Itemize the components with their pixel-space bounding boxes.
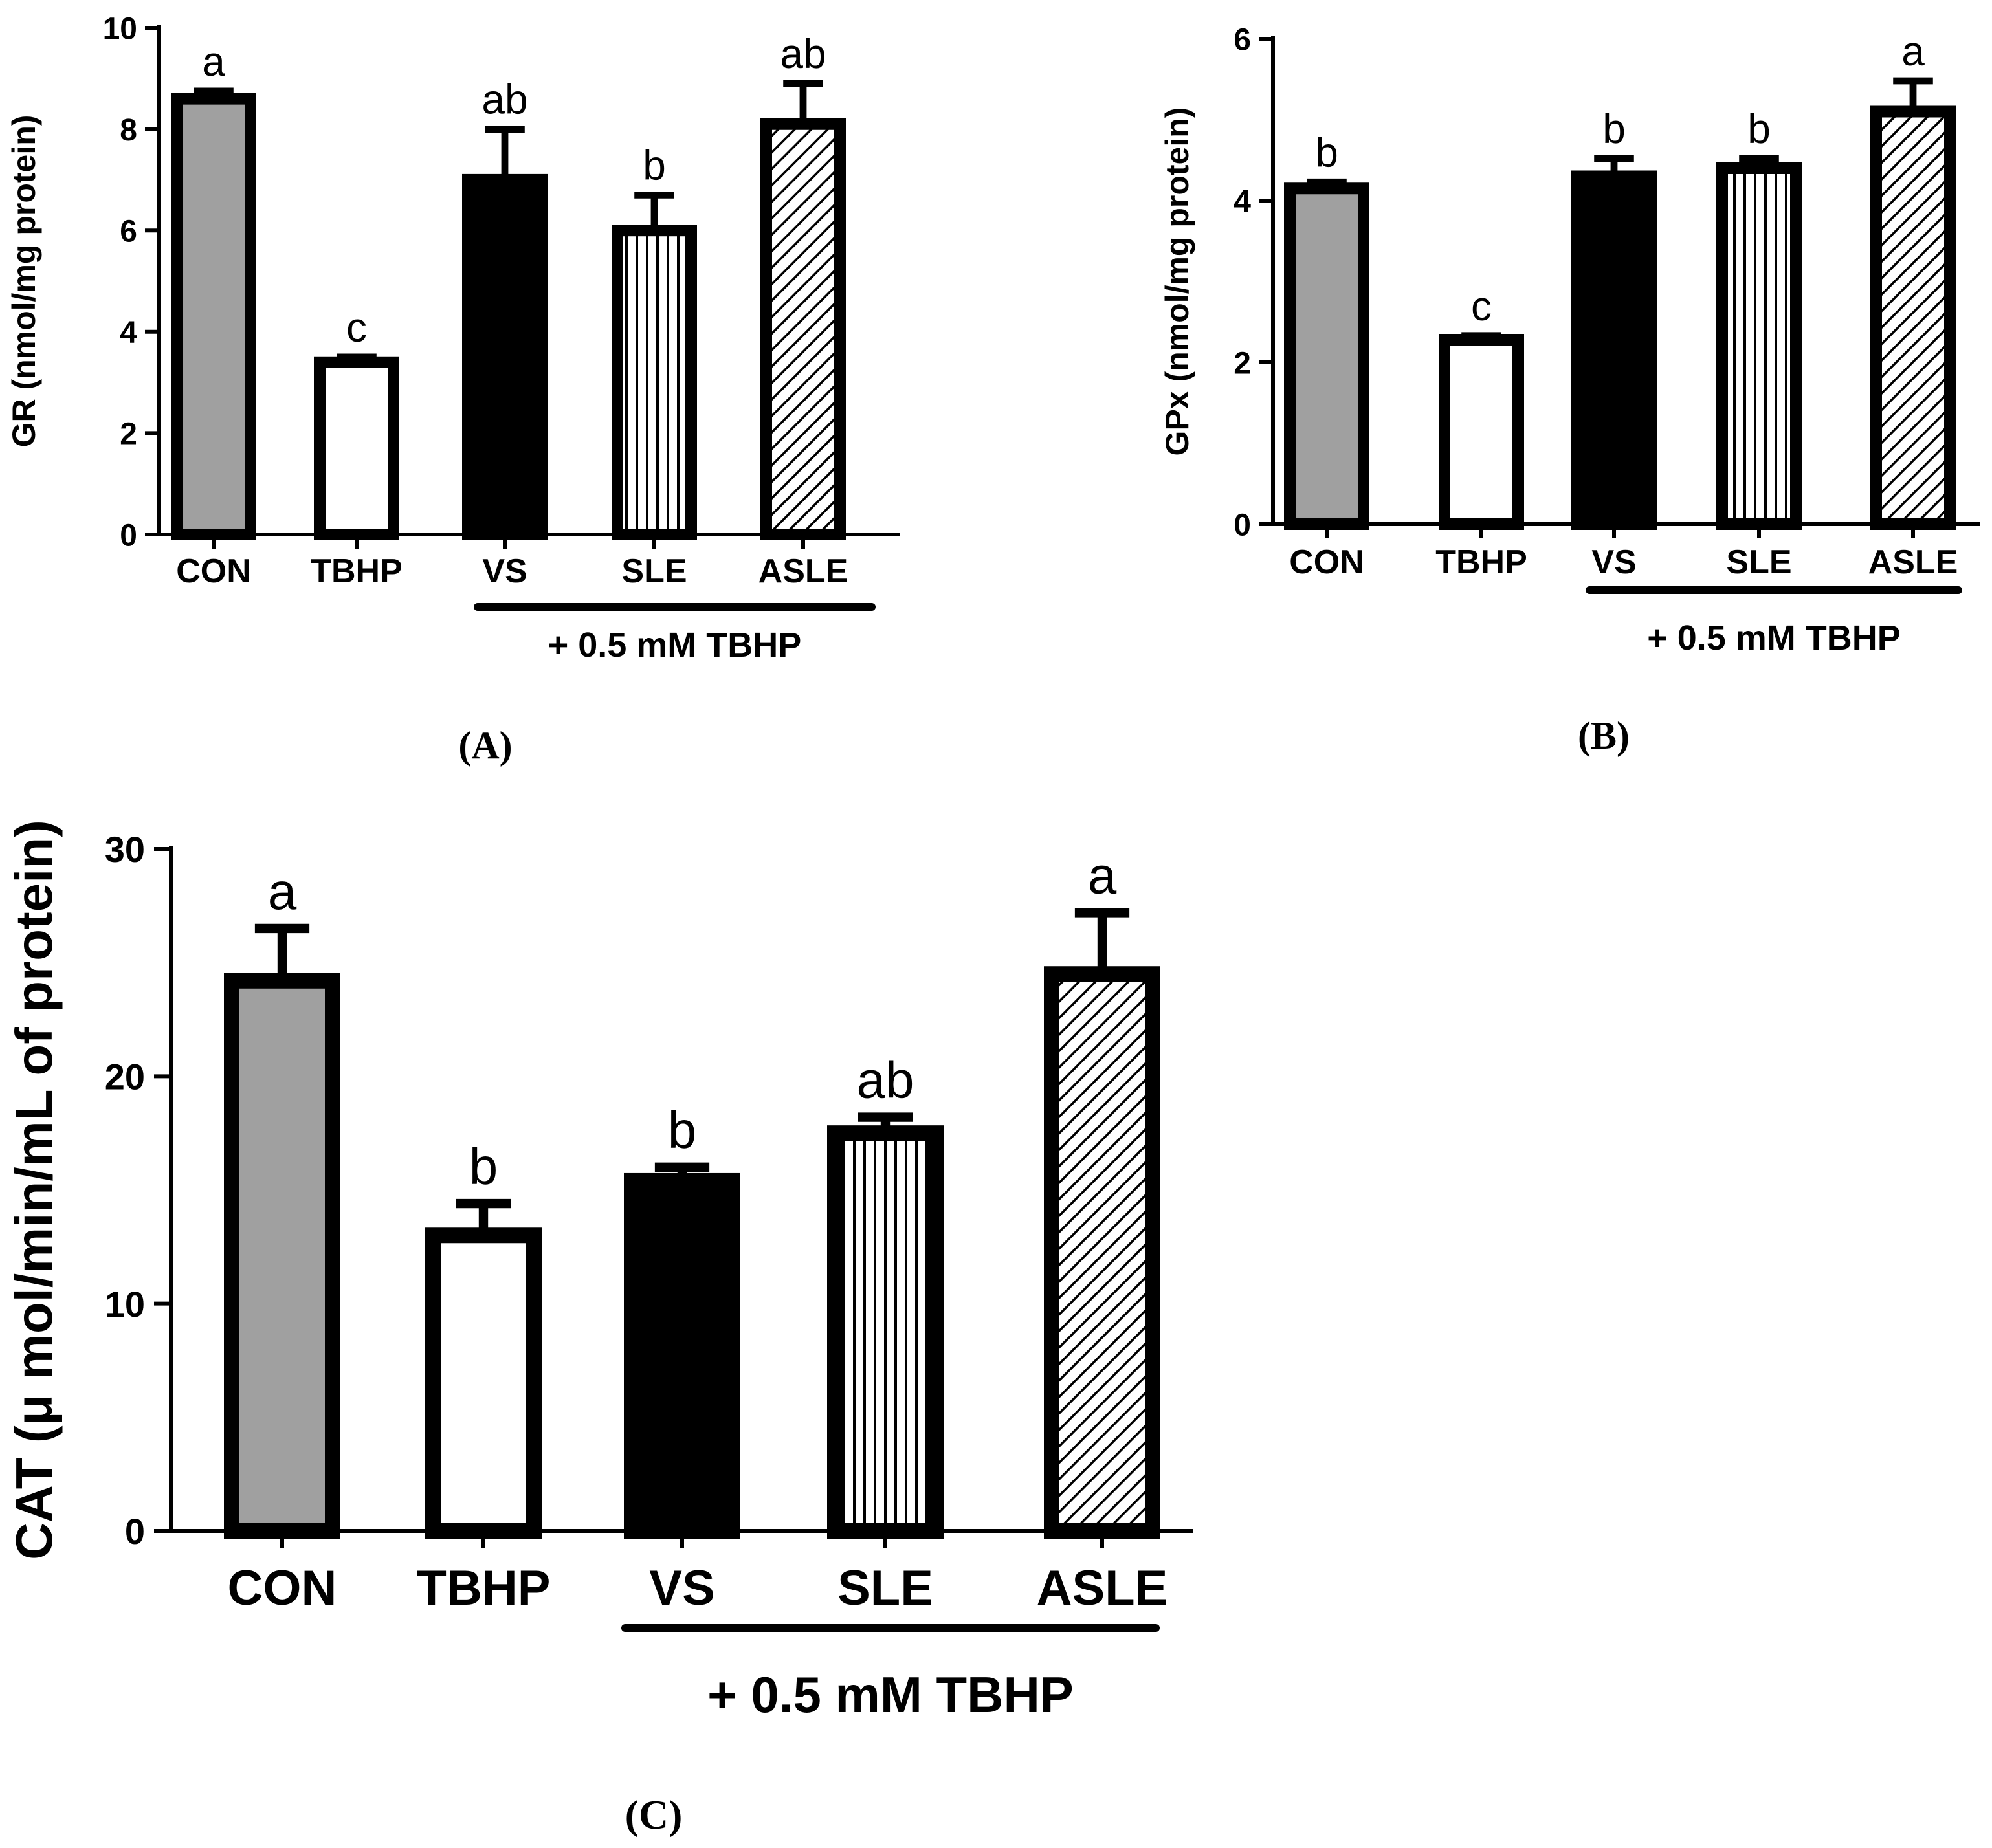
error-bar: [485, 126, 525, 180]
y-axis-title: GR (nmol/mg protein): [6, 115, 42, 448]
x-tick-label: SLE: [621, 553, 687, 590]
significance-label: b: [469, 1138, 498, 1195]
significance-label: ab: [481, 76, 527, 123]
x-tick-label: CON: [1289, 544, 1364, 581]
significance-label: ab: [857, 1051, 914, 1109]
y-tick-label: 6: [1234, 23, 1251, 57]
x-tick-label: ASLE: [1037, 1561, 1168, 1616]
bar-tbhp: [425, 1227, 542, 1539]
y-axis-title: GPx (nmol/mg protein): [1159, 107, 1195, 456]
significance-label: a: [268, 863, 297, 920]
y-tick-label: 4: [120, 316, 137, 350]
y-tick-label: 0: [125, 1511, 145, 1552]
significance-label: a: [1088, 846, 1117, 904]
significance-label: b: [668, 1101, 697, 1159]
bar-vs: [1571, 170, 1657, 530]
significance-label: ab: [780, 30, 826, 77]
panel-label: (A): [458, 724, 512, 767]
bar-con: [1284, 182, 1369, 530]
error-bar: [634, 191, 674, 231]
x-tick-label: CON: [228, 1561, 337, 1616]
y-tick-label: 6: [120, 214, 137, 248]
bar-sle: [827, 1125, 944, 1539]
chart-panel-a: a c ab b ab 0 2 4 6 8 10 CON TBHP VS SLE ASLE GR (nmol/m…: [6, 12, 900, 767]
error-bar: [1074, 908, 1130, 974]
y-tick-label: 2: [1234, 346, 1251, 380]
bar-asle: [1870, 105, 1956, 530]
y-tick-label: 4: [1234, 184, 1251, 219]
y-tick-label: 20: [105, 1056, 145, 1097]
panel-label: (C): [625, 1792, 683, 1838]
bar-vs: [624, 1172, 740, 1539]
group-label: + 0.5 mM TBHP: [707, 1666, 1074, 1723]
y-axis-title: CAT (μ mol/min/mL of protein): [5, 820, 63, 1560]
chart-panel-b: b c b b a 0 2 4 6 CON TBHP VS SLE ASLE GPx (nmol/mg pr…: [1159, 23, 1980, 757]
bar-sle: [1716, 162, 1802, 530]
error-bar: [254, 923, 310, 981]
bar-tbhp: [1439, 334, 1524, 530]
bar-vs: [462, 173, 548, 540]
bar-asle: [760, 118, 846, 540]
x-tick-label: VS: [482, 553, 527, 590]
x-tick-label: SLE: [837, 1561, 933, 1616]
significance-label: c: [1471, 283, 1492, 329]
bar-sle: [612, 225, 697, 540]
y-tick-label: 0: [1234, 508, 1251, 542]
significance-label: b: [1602, 105, 1626, 152]
bar-con: [224, 973, 340, 1539]
panel-label: (B): [1578, 714, 1630, 757]
significance-label: a: [202, 38, 225, 85]
significance-label: b: [1315, 129, 1338, 175]
x-tick-label: VS: [649, 1561, 714, 1616]
error-bar: [783, 80, 823, 124]
significance-label: b: [643, 142, 666, 188]
y-tick-label: 0: [120, 518, 137, 553]
y-tick-label: 8: [120, 113, 137, 148]
x-tick-label: ASLE: [1868, 544, 1958, 581]
x-tick-label: TBHP: [311, 553, 403, 590]
y-tick-label: 10: [103, 12, 137, 46]
x-tick-label: SLE: [1726, 544, 1791, 581]
bar-tbhp: [314, 356, 399, 541]
y-tick-label: 30: [105, 829, 145, 870]
bar-asle: [1044, 966, 1160, 1539]
x-tick-label: CON: [176, 553, 251, 590]
significance-label: a: [1901, 28, 1925, 74]
x-tick-label: TBHP: [417, 1561, 551, 1616]
x-tick-label: VS: [1591, 544, 1636, 581]
group-label: + 0.5 mM TBHP: [1647, 619, 1901, 657]
x-tick-label: TBHP: [1435, 544, 1527, 581]
significance-label: b: [1747, 105, 1771, 152]
x-tick-label: ASLE: [758, 553, 848, 590]
significance-label: c: [346, 304, 367, 351]
y-tick-label: 2: [120, 417, 137, 452]
bar-con: [171, 93, 256, 540]
group-label: + 0.5 mM TBHP: [548, 626, 802, 665]
y-tick-label: 10: [105, 1284, 145, 1325]
